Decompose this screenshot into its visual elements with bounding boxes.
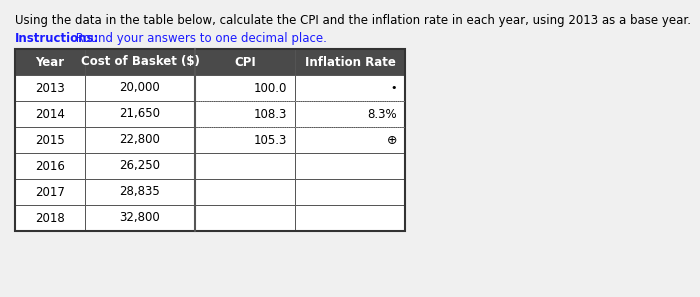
Bar bbox=[295, 75, 405, 101]
Text: Year: Year bbox=[36, 56, 64, 69]
Bar bbox=[15, 179, 85, 205]
Text: Inflation Rate: Inflation Rate bbox=[304, 56, 395, 69]
Text: 100.0: 100.0 bbox=[253, 81, 287, 94]
Text: 26,250: 26,250 bbox=[120, 159, 160, 173]
Bar bbox=[295, 127, 405, 153]
Text: 2014: 2014 bbox=[35, 108, 65, 121]
Bar bbox=[85, 153, 195, 179]
Bar bbox=[195, 205, 295, 231]
Bar bbox=[85, 101, 195, 127]
Text: ⊕: ⊕ bbox=[386, 133, 397, 146]
Bar bbox=[195, 153, 295, 179]
Text: 32,800: 32,800 bbox=[120, 211, 160, 225]
Text: 8.3%: 8.3% bbox=[368, 108, 397, 121]
Text: •: • bbox=[391, 83, 397, 93]
Text: Round your answers to one decimal place.: Round your answers to one decimal place. bbox=[72, 32, 327, 45]
Bar bbox=[15, 101, 85, 127]
Text: 22,800: 22,800 bbox=[120, 133, 160, 146]
Bar bbox=[295, 179, 405, 205]
Bar bbox=[195, 75, 295, 101]
Text: CPI: CPI bbox=[234, 56, 256, 69]
Bar bbox=[295, 153, 405, 179]
Bar bbox=[85, 205, 195, 231]
Bar bbox=[15, 49, 85, 75]
Bar bbox=[15, 49, 405, 231]
Text: Using the data in the table below, calculate the CPI and the inflation rate in e: Using the data in the table below, calcu… bbox=[15, 14, 691, 27]
Bar bbox=[85, 75, 195, 101]
Text: 28,835: 28,835 bbox=[120, 186, 160, 198]
Bar bbox=[195, 49, 295, 75]
Text: 2017: 2017 bbox=[35, 186, 65, 198]
Bar bbox=[295, 49, 405, 75]
Text: Cost of Basket ($): Cost of Basket ($) bbox=[80, 56, 200, 69]
Text: 2013: 2013 bbox=[35, 81, 65, 94]
Text: 20,000: 20,000 bbox=[120, 81, 160, 94]
Text: 2018: 2018 bbox=[35, 211, 65, 225]
Bar bbox=[15, 127, 85, 153]
Bar bbox=[195, 179, 295, 205]
Bar bbox=[195, 101, 295, 127]
Text: 108.3: 108.3 bbox=[253, 108, 287, 121]
Bar bbox=[15, 75, 85, 101]
Bar bbox=[15, 205, 85, 231]
Bar bbox=[85, 179, 195, 205]
Bar bbox=[295, 101, 405, 127]
Bar bbox=[85, 49, 195, 75]
Text: 21,650: 21,650 bbox=[120, 108, 160, 121]
Text: 2016: 2016 bbox=[35, 159, 65, 173]
Bar bbox=[295, 205, 405, 231]
Text: 105.3: 105.3 bbox=[253, 133, 287, 146]
Text: 2015: 2015 bbox=[35, 133, 65, 146]
Bar bbox=[195, 127, 295, 153]
Text: Instructions:: Instructions: bbox=[15, 32, 99, 45]
Bar bbox=[15, 153, 85, 179]
Bar bbox=[85, 127, 195, 153]
